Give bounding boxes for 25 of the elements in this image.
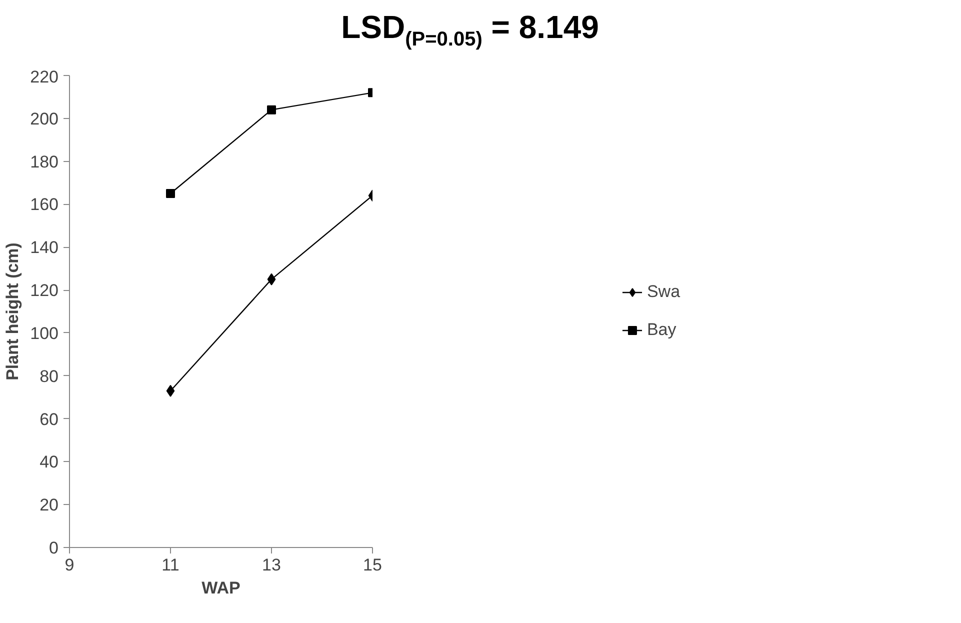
y-tick-label: 120 xyxy=(30,281,59,300)
point xyxy=(166,189,175,198)
x-tick-label: 13 xyxy=(262,556,281,574)
y-tick-label: 160 xyxy=(30,195,59,214)
text: LSD$_{(P=0.05)}$ = 8.149 xyxy=(340,8,600,52)
y-axis-title: Plant height (cm) xyxy=(3,242,22,380)
y-tick-label: 220 xyxy=(30,68,59,86)
point xyxy=(267,273,276,286)
legend-label: Bay xyxy=(646,320,676,340)
y-tick-label: 140 xyxy=(30,238,59,258)
point xyxy=(267,105,276,114)
y-tick-label: 100 xyxy=(30,324,59,343)
x-tick-label: 11 xyxy=(162,556,180,574)
point xyxy=(166,384,175,397)
x-tick-label: 15 xyxy=(363,556,382,574)
y-tick-label: 180 xyxy=(30,152,59,172)
legend-label: Swa xyxy=(646,282,680,302)
y-tick-label: 200 xyxy=(30,109,59,128)
y-tick-label: 60 xyxy=(40,410,59,429)
y-tick-label: 80 xyxy=(40,366,59,386)
y-tick-label: 20 xyxy=(40,496,59,515)
y-tick-label: 40 xyxy=(40,452,59,472)
x-axis-title: WAP xyxy=(202,578,240,598)
x-tick-label: 9 xyxy=(64,556,74,574)
y-tick-label: 0 xyxy=(49,538,59,558)
